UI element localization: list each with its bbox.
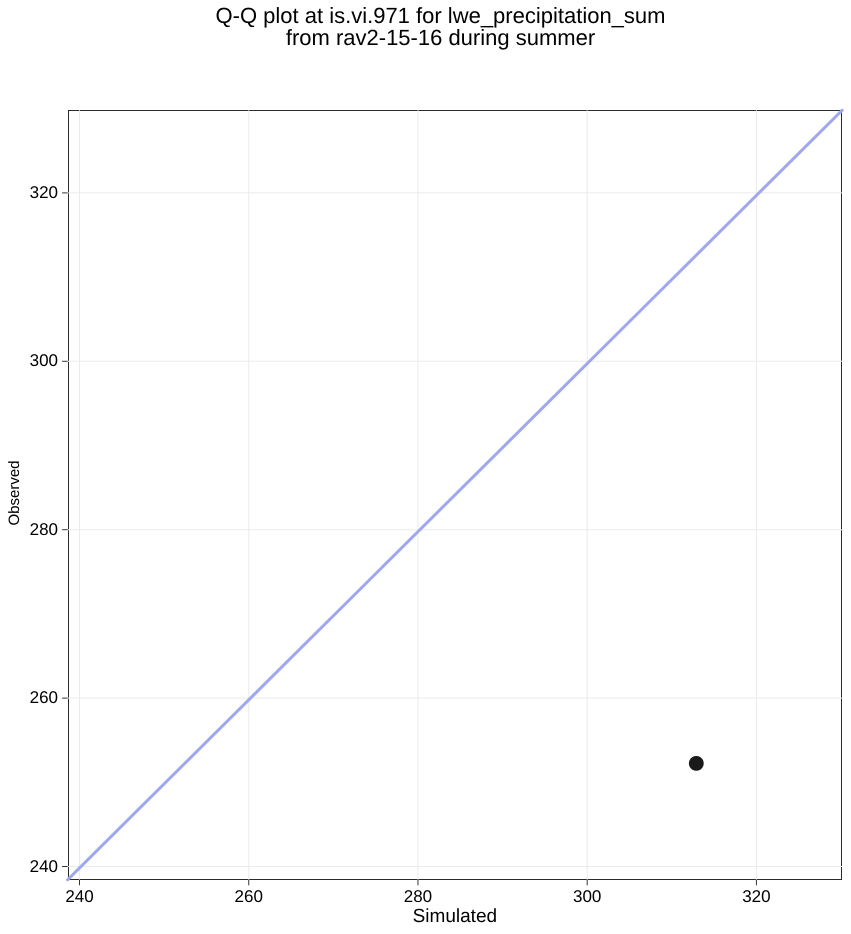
svg-text:Observed: Observed xyxy=(6,460,23,525)
